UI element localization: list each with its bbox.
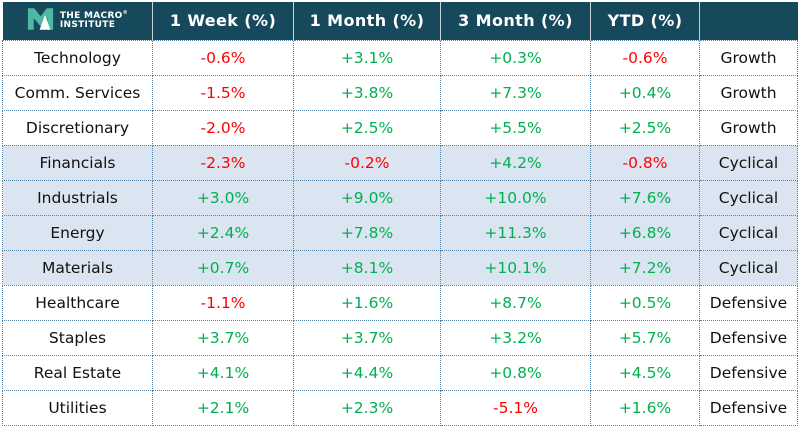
value-cell: +10.1% — [440, 249, 591, 286]
registered-mark: ® — [122, 9, 128, 16]
header-cell-3-month: 3 Month (%) — [440, 2, 591, 40]
sector-cell: Utilities — [2, 389, 153, 426]
value-cell: +9.0% — [293, 179, 441, 216]
macro-institute-logo: THE MACRO® INSTITUTE — [3, 2, 153, 40]
category-cell: Defensive — [699, 319, 798, 356]
table-row: Healthcare -1.1% +1.6% +8.7% +0.5% Defen… — [2, 284, 798, 321]
table-row: Materials +0.7% +8.1% +10.1% +7.2% Cycli… — [2, 249, 798, 286]
category-cell: Defensive — [699, 284, 798, 321]
value-cell: -1.5% — [152, 74, 294, 111]
value-cell: +8.1% — [293, 249, 441, 286]
sector-cell: Real Estate — [2, 354, 153, 391]
value-cell: +7.6% — [590, 179, 700, 216]
sector-cell: Financials — [2, 144, 153, 181]
value-cell: -0.2% — [293, 144, 441, 181]
sector-cell: Discretionary — [2, 109, 153, 146]
value-cell: +11.3% — [440, 214, 591, 251]
value-cell: +5.5% — [440, 109, 591, 146]
value-cell: +7.3% — [440, 74, 591, 111]
value-cell: +8.7% — [440, 284, 591, 321]
value-cell: -0.8% — [590, 144, 700, 181]
value-cell: +0.5% — [590, 284, 700, 321]
table-row: Comm. Services -1.5% +3.8% +7.3% +0.4% G… — [2, 74, 798, 111]
value-cell: +0.7% — [152, 249, 294, 286]
wordmark-line2: INSTITUTE — [59, 20, 116, 31]
category-cell: Cyclical — [699, 249, 798, 286]
value-cell: +6.8% — [590, 214, 700, 251]
category-cell: Cyclical — [699, 179, 798, 216]
table-row: Real Estate +4.1% +4.4% +0.8% +4.5% Defe… — [2, 354, 798, 391]
value-cell: +7.2% — [590, 249, 700, 286]
category-cell: Cyclical — [699, 214, 798, 251]
table-row: Utilities +2.1% +2.3% -5.1% +1.6% Defens… — [2, 389, 798, 426]
value-cell: -0.6% — [590, 39, 700, 76]
value-cell: +3.0% — [152, 179, 294, 216]
value-cell: +10.0% — [440, 179, 591, 216]
value-cell: +4.2% — [440, 144, 591, 181]
value-cell: +4.1% — [152, 354, 294, 391]
header-cell-1-month: 1 Month (%) — [293, 2, 441, 40]
sector-cell: Healthcare — [2, 284, 153, 321]
table-row: Discretionary -2.0% +2.5% +5.5% +2.5% Gr… — [2, 109, 798, 146]
wordmark-line1: THE MACRO — [59, 10, 123, 21]
table-row: Industrials +3.0% +9.0% +10.0% +7.6% Cyc… — [2, 179, 798, 216]
value-cell: +3.7% — [152, 319, 294, 356]
value-cell: -0.6% — [152, 39, 294, 76]
value-cell: +2.5% — [293, 109, 441, 146]
sector-cell: Staples — [2, 319, 153, 356]
header-cell-brand: THE MACRO® INSTITUTE — [2, 2, 153, 40]
table-row: Financials -2.3% -0.2% +4.2% -0.8% Cycli… — [2, 144, 798, 181]
header-row: THE MACRO® INSTITUTE 1 Week (%) 1 Month … — [2, 2, 798, 40]
header-cell-1-week: 1 Week (%) — [152, 2, 294, 40]
value-cell: +3.1% — [293, 39, 441, 76]
value-cell: +2.1% — [152, 389, 294, 426]
category-cell: Cyclical — [699, 144, 798, 181]
value-cell: +5.7% — [590, 319, 700, 356]
value-cell: -2.0% — [152, 109, 294, 146]
category-cell: Growth — [699, 109, 798, 146]
sector-cell: Materials — [2, 249, 153, 286]
header-cell-category — [699, 2, 798, 40]
value-cell: +3.7% — [293, 319, 441, 356]
macro-institute-m-icon — [27, 7, 54, 35]
sector-cell: Technology — [2, 39, 153, 76]
value-cell: +2.4% — [152, 214, 294, 251]
value-cell: +1.6% — [293, 284, 441, 321]
value-cell: -2.3% — [152, 144, 294, 181]
value-cell: +0.4% — [590, 74, 700, 111]
category-cell: Growth — [699, 39, 798, 76]
value-cell: -1.1% — [152, 284, 294, 321]
value-cell: -5.1% — [440, 389, 591, 426]
value-cell: +3.2% — [440, 319, 591, 356]
value-cell: +2.3% — [293, 389, 441, 426]
table-body: Technology -0.6% +3.1% +0.3% -0.6% Growt… — [2, 39, 798, 426]
category-cell: Defensive — [699, 389, 798, 426]
sector-cell: Comm. Services — [2, 74, 153, 111]
value-cell: +7.8% — [293, 214, 441, 251]
value-cell: +4.5% — [590, 354, 700, 391]
value-cell: +2.5% — [590, 109, 700, 146]
sector-cell: Energy — [2, 214, 153, 251]
value-cell: +4.4% — [293, 354, 441, 391]
value-cell: +0.8% — [440, 354, 591, 391]
table-row: Technology -0.6% +3.1% +0.3% -0.6% Growt… — [2, 39, 798, 76]
table-header: THE MACRO® INSTITUTE 1 Week (%) 1 Month … — [2, 2, 798, 40]
table-row: Energy +2.4% +7.8% +11.3% +6.8% Cyclical — [2, 214, 798, 251]
table-row: Staples +3.7% +3.7% +3.2% +5.7% Defensiv… — [2, 319, 798, 356]
header-cell-ytd: YTD (%) — [590, 2, 700, 40]
macro-institute-wordmark: THE MACRO® INSTITUTE — [59, 9, 128, 31]
value-cell: +1.6% — [590, 389, 700, 426]
value-cell: +3.8% — [293, 74, 441, 111]
sector-cell: Industrials — [2, 179, 153, 216]
value-cell: +0.3% — [440, 39, 591, 76]
category-cell: Growth — [699, 74, 798, 111]
category-cell: Defensive — [699, 354, 798, 391]
